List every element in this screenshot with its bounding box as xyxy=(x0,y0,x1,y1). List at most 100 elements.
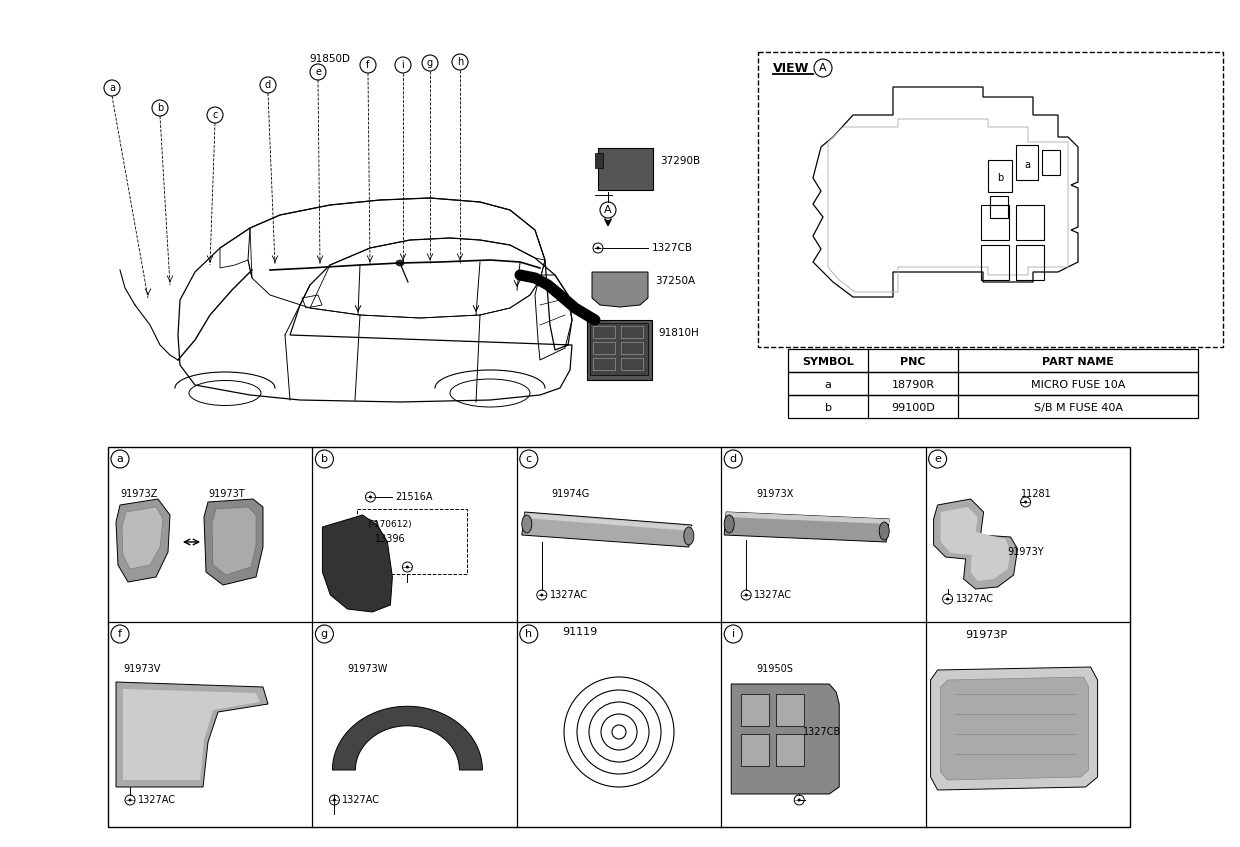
Text: a: a xyxy=(825,379,832,390)
Text: b: b xyxy=(157,103,164,113)
Text: b: b xyxy=(997,173,1003,183)
Text: 37290B: 37290B xyxy=(660,156,701,166)
Bar xyxy=(742,694,769,726)
Circle shape xyxy=(596,246,599,250)
Polygon shape xyxy=(522,512,692,547)
Polygon shape xyxy=(212,507,255,575)
Text: c: c xyxy=(526,454,532,464)
Text: 91973W: 91973W xyxy=(347,664,388,674)
Text: h: h xyxy=(456,57,463,67)
Text: MICRO FUSE 10A: MICRO FUSE 10A xyxy=(1030,379,1125,390)
Text: 91973V: 91973V xyxy=(123,664,160,674)
Text: 91119: 91119 xyxy=(562,627,596,637)
Text: SYMBOL: SYMBOL xyxy=(802,357,854,367)
Text: VIEW: VIEW xyxy=(773,62,810,75)
Text: PNC: PNC xyxy=(900,357,926,367)
Text: (-170612): (-170612) xyxy=(367,520,412,529)
Polygon shape xyxy=(591,272,649,307)
Bar xyxy=(621,342,644,354)
Text: a: a xyxy=(1024,160,1030,170)
Circle shape xyxy=(745,594,748,596)
Bar xyxy=(758,52,1223,347)
Bar xyxy=(598,148,653,190)
Bar xyxy=(787,395,1198,418)
Text: e: e xyxy=(315,67,321,77)
Circle shape xyxy=(129,799,131,801)
Text: 1327AC: 1327AC xyxy=(549,590,588,600)
Bar xyxy=(988,160,1012,192)
Ellipse shape xyxy=(683,527,694,545)
Text: e: e xyxy=(934,454,941,464)
Ellipse shape xyxy=(396,260,404,266)
Text: 91973T: 91973T xyxy=(208,489,244,499)
Bar xyxy=(1016,205,1044,240)
Polygon shape xyxy=(123,689,260,780)
Text: i: i xyxy=(402,60,404,70)
Polygon shape xyxy=(941,507,1011,581)
Polygon shape xyxy=(732,684,839,794)
Bar xyxy=(787,372,1198,395)
Bar xyxy=(621,358,644,370)
Text: 37250A: 37250A xyxy=(655,276,696,286)
Text: 91973X: 91973X xyxy=(756,489,794,499)
Circle shape xyxy=(370,495,372,499)
Text: g: g xyxy=(321,629,327,639)
Circle shape xyxy=(797,799,801,801)
Text: 91850D: 91850D xyxy=(310,54,351,64)
Text: S/B M FUSE 40A: S/B M FUSE 40A xyxy=(1033,402,1122,412)
Text: a: a xyxy=(109,83,115,93)
Bar xyxy=(590,323,649,375)
Text: 1327AC: 1327AC xyxy=(138,795,176,805)
Bar xyxy=(981,245,1009,280)
Circle shape xyxy=(946,597,949,601)
Bar xyxy=(776,694,805,726)
Text: h: h xyxy=(526,629,532,639)
Text: PART NAME: PART NAME xyxy=(1042,357,1114,367)
Polygon shape xyxy=(930,667,1097,790)
Text: b: b xyxy=(825,402,832,412)
Bar xyxy=(593,342,615,354)
Polygon shape xyxy=(332,706,482,770)
Text: 91973Z: 91973Z xyxy=(120,489,157,499)
Polygon shape xyxy=(205,499,263,585)
Polygon shape xyxy=(322,515,392,612)
Bar xyxy=(1042,150,1060,175)
Text: 91950S: 91950S xyxy=(756,664,794,674)
Bar xyxy=(787,349,1198,372)
Text: A: A xyxy=(604,205,611,215)
Text: f: f xyxy=(366,60,370,70)
Text: 91973Y: 91973Y xyxy=(1008,547,1044,557)
Bar xyxy=(587,320,652,380)
Bar xyxy=(1016,245,1044,280)
Bar xyxy=(593,326,615,338)
Bar xyxy=(981,205,1009,240)
Bar xyxy=(990,196,1008,218)
Text: 21516A: 21516A xyxy=(396,492,433,502)
Text: 1327AC: 1327AC xyxy=(342,795,381,805)
Bar xyxy=(357,509,467,574)
Circle shape xyxy=(541,594,543,596)
Bar xyxy=(593,358,615,370)
Text: 91974G: 91974G xyxy=(552,489,590,499)
Polygon shape xyxy=(727,512,889,524)
Polygon shape xyxy=(724,512,889,542)
Circle shape xyxy=(405,566,409,568)
Circle shape xyxy=(1024,501,1027,503)
Text: A: A xyxy=(820,63,827,73)
Polygon shape xyxy=(941,677,1089,780)
Text: 11281: 11281 xyxy=(1021,489,1052,499)
Circle shape xyxy=(332,799,336,801)
Text: c: c xyxy=(212,110,218,120)
Bar xyxy=(776,734,805,766)
Text: 1327AC: 1327AC xyxy=(754,590,792,600)
Text: 13396: 13396 xyxy=(376,534,405,544)
Bar xyxy=(108,447,1130,827)
Polygon shape xyxy=(934,499,1018,589)
Ellipse shape xyxy=(522,515,532,533)
Bar xyxy=(1016,145,1038,180)
Polygon shape xyxy=(117,682,268,787)
Ellipse shape xyxy=(724,515,734,533)
Text: f: f xyxy=(118,629,122,639)
Bar xyxy=(595,153,603,168)
Text: g: g xyxy=(427,58,433,68)
